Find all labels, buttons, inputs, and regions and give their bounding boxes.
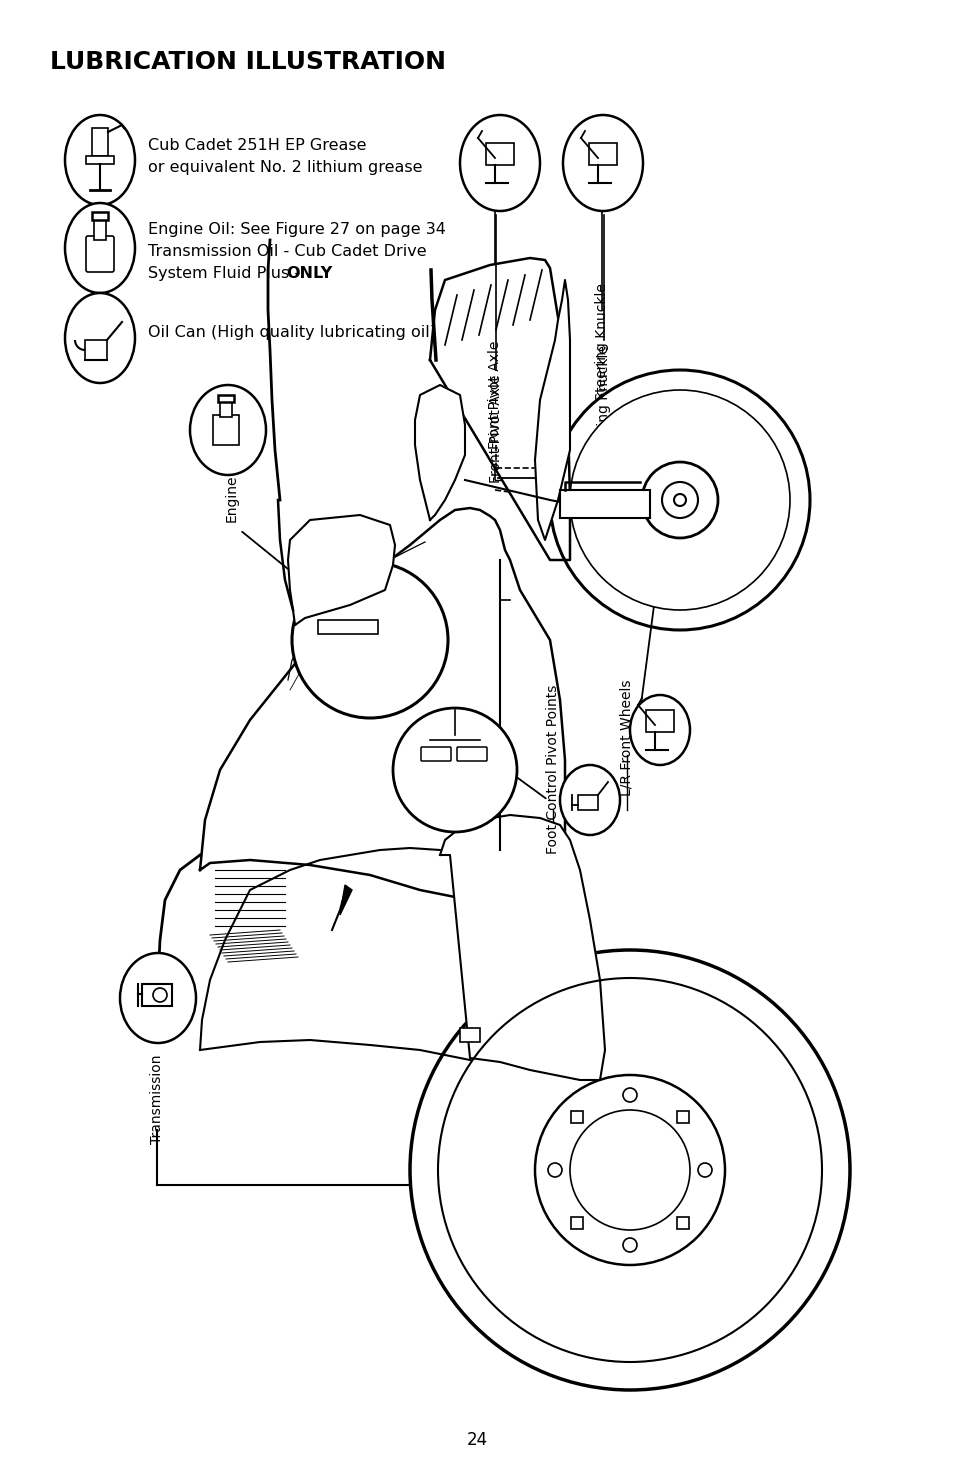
Circle shape <box>410 950 849 1389</box>
Bar <box>317 620 377 634</box>
Text: Cub Cadet 251H EP Grease: Cub Cadet 251H EP Grease <box>148 139 366 153</box>
Polygon shape <box>200 507 564 900</box>
Circle shape <box>641 462 718 538</box>
Circle shape <box>393 708 517 832</box>
Polygon shape <box>430 258 569 560</box>
Bar <box>218 395 233 403</box>
Text: L/R Front Wheels: L/R Front Wheels <box>619 680 634 796</box>
Ellipse shape <box>559 766 619 835</box>
FancyBboxPatch shape <box>86 236 113 271</box>
Bar <box>220 400 232 417</box>
Text: Transmission: Transmission <box>150 1055 164 1145</box>
Polygon shape <box>200 848 561 1080</box>
FancyBboxPatch shape <box>456 746 486 761</box>
Text: Transmission Oil - Cub Cadet Drive: Transmission Oil - Cub Cadet Drive <box>148 243 426 260</box>
Text: L/R Steering Knuckle: L/R Steering Knuckle <box>597 345 610 488</box>
Text: Front Pivot Axle: Front Pivot Axle <box>489 375 502 484</box>
Ellipse shape <box>459 115 539 211</box>
Bar <box>578 795 598 810</box>
Text: Oil Can (High quality lubricating oil): Oil Can (High quality lubricating oil) <box>148 324 436 341</box>
Text: 24: 24 <box>466 1431 487 1448</box>
Bar <box>459 1028 479 1041</box>
Circle shape <box>535 1075 724 1266</box>
Bar <box>213 414 239 445</box>
Text: LUBRICATION ILLUSTRATION: LUBRICATION ILLUSTRATION <box>50 50 446 74</box>
Text: Engine: Engine <box>225 475 239 522</box>
Polygon shape <box>415 385 464 521</box>
Circle shape <box>569 1111 689 1230</box>
Circle shape <box>550 370 809 630</box>
Ellipse shape <box>562 115 642 211</box>
Bar <box>645 709 673 732</box>
Polygon shape <box>535 280 569 540</box>
Circle shape <box>661 482 698 518</box>
Text: L/R Steering Knuckle: L/R Steering Knuckle <box>595 283 608 426</box>
Ellipse shape <box>65 204 135 294</box>
Bar <box>86 156 113 164</box>
Bar <box>91 212 108 220</box>
Text: or equivalent No. 2 lithium grease: or equivalent No. 2 lithium grease <box>148 159 422 176</box>
Circle shape <box>673 494 685 506</box>
Text: Foot Control Pivot Points: Foot Control Pivot Points <box>545 684 559 854</box>
Bar <box>142 984 172 1006</box>
Circle shape <box>437 978 821 1361</box>
Text: ONLY: ONLY <box>286 266 332 282</box>
Bar <box>91 128 108 156</box>
Ellipse shape <box>629 695 689 766</box>
Bar <box>485 143 514 165</box>
Circle shape <box>569 389 789 611</box>
Polygon shape <box>439 816 604 1080</box>
Bar <box>588 143 617 165</box>
Text: System Fluid Plus -: System Fluid Plus - <box>148 266 305 282</box>
Polygon shape <box>288 515 395 625</box>
Polygon shape <box>339 885 352 914</box>
Bar <box>94 218 106 240</box>
Circle shape <box>292 562 448 718</box>
Ellipse shape <box>65 294 135 384</box>
Bar <box>85 341 107 360</box>
Ellipse shape <box>190 385 266 475</box>
Text: Engine Oil: See Figure 27 on page 34: Engine Oil: See Figure 27 on page 34 <box>148 223 445 237</box>
Bar <box>559 490 649 518</box>
Text: Front Pivot Axle: Front Pivot Axle <box>488 341 501 450</box>
Ellipse shape <box>120 953 195 1043</box>
Ellipse shape <box>65 115 135 205</box>
FancyBboxPatch shape <box>420 746 451 761</box>
